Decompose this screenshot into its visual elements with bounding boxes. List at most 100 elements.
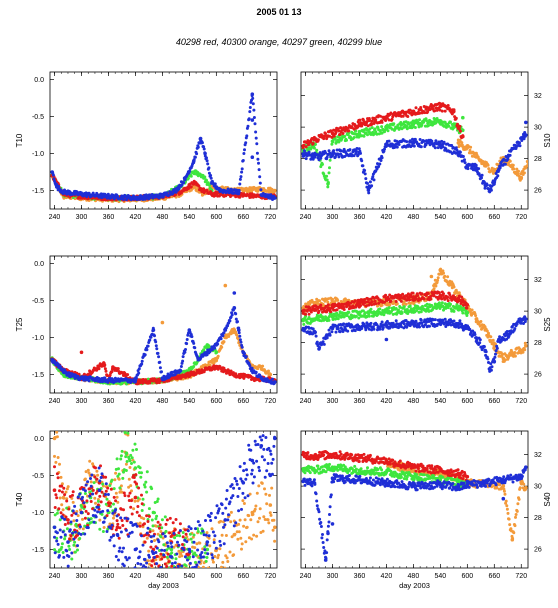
data-point [387,139,391,143]
y-tick-label: 30 [534,309,542,316]
data-point [516,172,520,176]
data-point [50,357,54,362]
data-point [232,372,237,377]
x-tick-label: 300 [327,214,339,221]
data-point [180,361,184,365]
data-point [178,190,183,194]
data-point [133,196,138,200]
data-point [377,165,381,168]
data-point [250,118,255,122]
data-point [106,378,111,383]
data-point [374,169,378,173]
data-point [178,369,183,373]
data-point [411,109,416,114]
data-point [390,117,394,121]
y-tick-label: -0.5 [32,114,44,121]
data-point [357,131,362,136]
data-point [103,376,107,380]
y-tick-label: 0.0 [34,77,44,84]
data-point [160,320,165,325]
data-point [250,369,255,373]
data-point [372,132,376,136]
data-point [238,177,242,181]
data-point [501,356,506,361]
data-point [434,284,438,288]
data-point [468,307,472,311]
data-point [102,361,106,366]
data-point [160,193,165,198]
data-point [73,192,77,196]
data-point [205,189,209,192]
data-point [137,367,141,371]
data-point [397,143,401,146]
data-point [304,157,308,161]
data-point [461,155,465,158]
data-point [133,378,138,383]
data-point [255,142,259,146]
data-point [250,155,255,159]
plot-data [50,92,277,204]
series-40297 [301,301,470,326]
series-40299 [50,291,277,386]
data-point [458,129,462,133]
data-point [248,110,252,114]
data-point [347,129,351,133]
data-point [232,306,237,310]
data-point [222,340,226,344]
data-point [250,376,255,381]
data-point [378,114,382,118]
data-point [148,381,152,385]
data-point [392,143,396,147]
data-point [116,367,120,371]
data-point [336,153,340,156]
data-point [326,185,330,189]
data-point [246,124,250,128]
data-point [236,320,239,324]
data-point [503,162,507,166]
data-point [259,365,264,369]
y-tick-label: -0.5 [32,298,44,305]
data-point [372,178,376,182]
data-point [214,365,219,369]
data-point [52,177,56,181]
data-point [336,317,340,321]
data-point [187,328,192,332]
data-point [360,124,364,128]
data-point [491,338,495,342]
data-point [347,310,351,314]
data-point [273,188,277,193]
data-point [526,163,528,167]
data-point [327,149,331,153]
data-point [66,372,70,377]
y-tick-label: -1.5 [32,188,44,195]
data-point [450,144,454,147]
data-point [321,162,324,166]
data-point [376,162,379,166]
data-point [374,118,378,122]
data-point [158,360,162,364]
data-point [248,106,252,109]
data-point [273,196,277,200]
data-point [419,106,423,109]
data-point [380,120,384,124]
data-point [153,334,156,338]
data-point [106,194,111,199]
data-point [250,92,255,96]
data-point [177,187,181,191]
data-point [424,143,428,147]
data-point [197,184,201,188]
data-point [373,127,377,131]
data-point [192,185,196,189]
data-point [510,351,515,356]
data-point [232,328,237,332]
data-point [510,164,515,169]
data-point [327,171,331,175]
data-point [113,196,117,200]
data-point [517,169,520,173]
data-point [258,181,262,185]
y-tick-label: -1.0 [32,335,44,342]
data-point [319,319,323,323]
data-point [207,171,211,175]
data-point [210,181,214,185]
